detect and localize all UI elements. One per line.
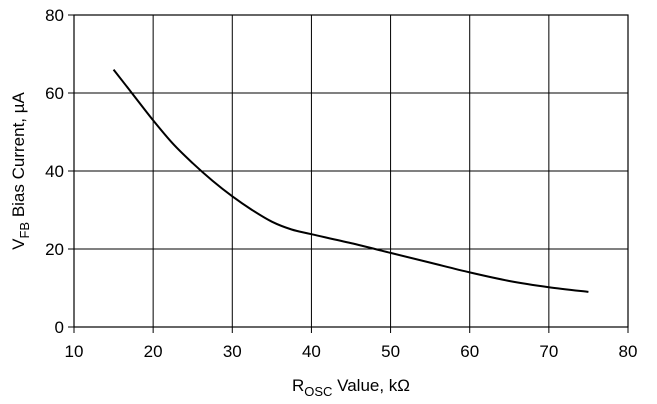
series-line-vfb-bias-current bbox=[112, 68, 589, 293]
plot-frame bbox=[73, 14, 629, 328]
x-tick-label: 50 bbox=[381, 342, 400, 361]
x-tick-label: 40 bbox=[302, 342, 321, 361]
x-tick-label: 30 bbox=[223, 342, 242, 361]
x-axis-label: ROSC Value, kΩ bbox=[292, 376, 410, 399]
x-tick-label: 80 bbox=[619, 342, 638, 361]
x-tick-label: 10 bbox=[65, 342, 84, 361]
x-tick-label: 70 bbox=[539, 342, 558, 361]
grid bbox=[68, 14, 629, 333]
x-tick-label: 60 bbox=[460, 342, 479, 361]
tick-labels: 10 20 30 40 50 60 70 80 0 20 40 60 80 bbox=[45, 6, 637, 361]
y-tick-label: 0 bbox=[55, 318, 64, 337]
y-axis-label: VFB Bias Current, µA bbox=[9, 91, 32, 249]
y-tick-label: 20 bbox=[45, 240, 64, 259]
y-tick-label: 80 bbox=[45, 6, 64, 25]
y-tick-label: 40 bbox=[45, 162, 64, 181]
y-tick-label: 60 bbox=[45, 84, 64, 103]
x-tick-label: 20 bbox=[144, 342, 163, 361]
